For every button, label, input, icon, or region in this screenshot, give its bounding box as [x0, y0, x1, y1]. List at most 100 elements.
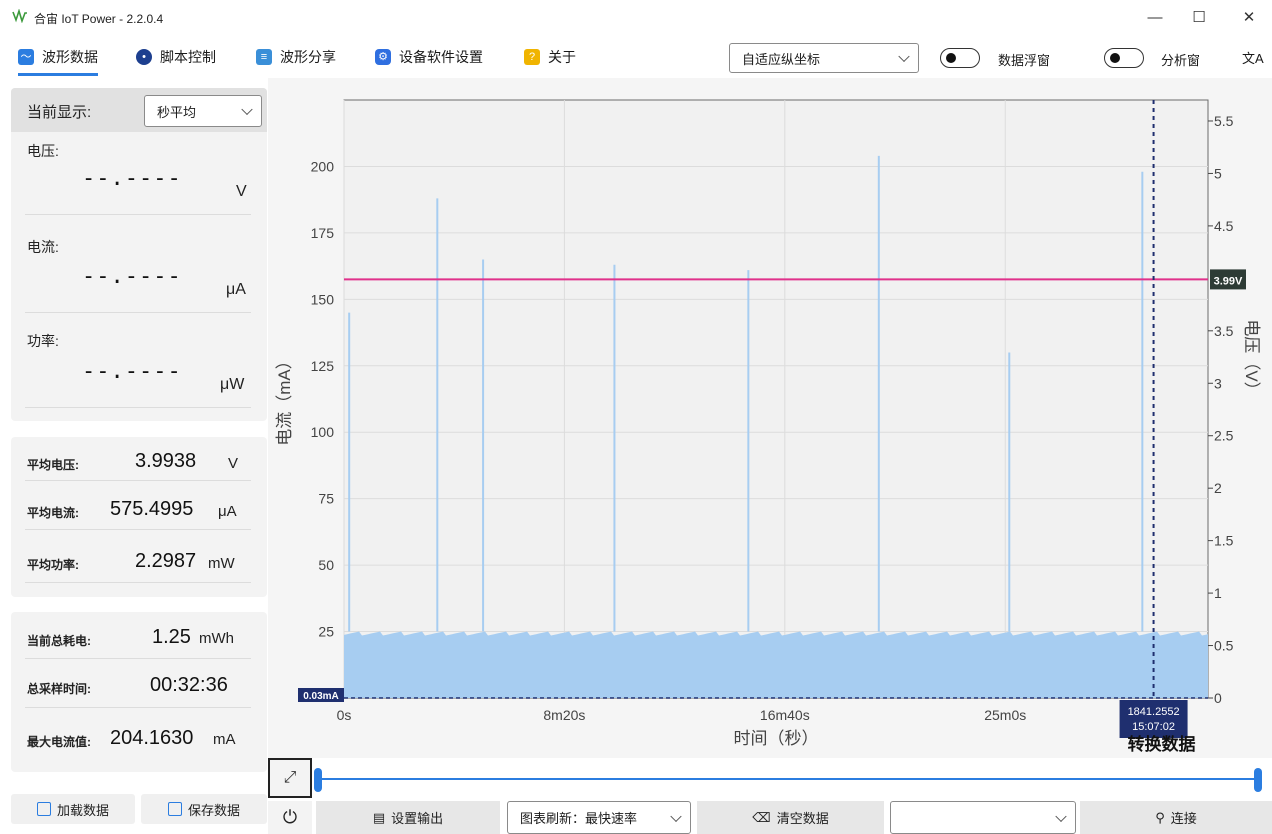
output-icon: ▤	[372, 809, 386, 825]
x-tick: 8m20s	[543, 707, 585, 723]
y-left-tick: 125	[311, 358, 335, 374]
close-button[interactable]: ✕	[1242, 9, 1256, 26]
tab-label: 设备软件设置	[399, 49, 483, 65]
set-output-label: 设置输出	[391, 811, 444, 826]
display-mode-select[interactable]: 秒平均	[144, 95, 262, 127]
y-right-tick: 2.5	[1214, 428, 1234, 444]
minimize-button[interactable]: —	[1147, 9, 1163, 26]
time-range-slider[interactable]	[318, 778, 1258, 780]
y-right-tick: 1	[1214, 585, 1222, 601]
y-right-tick: 0.5	[1214, 638, 1234, 654]
y-axis-mode-select[interactable]: 自适应纵坐标	[729, 43, 919, 73]
load-data-button[interactable]: 加载数据	[11, 794, 135, 824]
tab-about[interactable]: ? 关于	[524, 38, 576, 76]
slider-start-handle[interactable]	[314, 768, 322, 792]
main-toolbar: 〜 波形数据 • 脚本控制 ≡ 波形分享 ⚙ 设备软件设置 ? 关于 自适应纵坐…	[0, 38, 1272, 78]
load-data-label: 加载数据	[56, 802, 109, 818]
y-left-tick: 75	[318, 491, 334, 507]
y-right-tick: 5.5	[1214, 113, 1234, 129]
set-output-button[interactable]: ▤ 设置输出	[316, 801, 500, 834]
analysis-window-toggle[interactable]	[1104, 48, 1144, 68]
translate-icon[interactable]: 文A	[1242, 51, 1264, 66]
refresh-rate-select[interactable]: 图表刷新：最快速率	[507, 801, 691, 834]
chevron-down-icon	[898, 50, 910, 63]
y-left-tick: 150	[311, 291, 335, 307]
chevron-down-icon	[670, 810, 682, 822]
waveform-icon: 〜	[18, 49, 34, 65]
connect-button[interactable]: ⚲ 连接	[1080, 801, 1272, 834]
serial-port-select[interactable]	[890, 801, 1076, 834]
float-window-toggle[interactable]	[940, 48, 980, 68]
chevron-down-icon	[241, 103, 253, 116]
power-label: 功率:	[27, 333, 59, 349]
max-current-unit: mA	[213, 731, 236, 748]
y-axis-mode-value: 自适应纵坐标	[742, 51, 821, 67]
script-icon: •	[136, 49, 152, 65]
zoom-fit-button[interactable]: ⤢	[268, 758, 312, 798]
tab-script-control[interactable]: • 脚本控制	[136, 38, 216, 76]
current-display-label: 当前显示:	[27, 104, 92, 121]
y-left-tick: 50	[318, 557, 334, 573]
clear-data-label: 清空数据	[776, 811, 829, 826]
load-icon	[36, 802, 51, 816]
x-tick: 25m0s	[984, 707, 1026, 723]
total-time-label: 总采样时间:	[27, 682, 91, 696]
min-marker-label: 0.03mA	[303, 691, 339, 702]
refresh-rate-value: 图表刷新：最快速率	[520, 811, 638, 826]
avg-power-label: 平均功率:	[27, 558, 79, 572]
save-data-label: 保存数据	[187, 802, 240, 818]
divider	[25, 582, 251, 583]
slider-end-handle[interactable]	[1254, 768, 1262, 792]
max-current-value: 204.1630	[110, 727, 194, 749]
current-value: --.----	[82, 264, 182, 289]
divider	[25, 658, 251, 659]
chart-area[interactable]: 3.99V 1841.2552 15:07:02 转换数据 0.03mA 25 50 75 10…	[268, 78, 1272, 758]
max-current-label: 最大电流值:	[27, 735, 91, 749]
voltage-label: 电压:	[27, 143, 59, 159]
app-logo-icon	[12, 8, 28, 24]
clear-data-button[interactable]: ⌫ 清空数据	[697, 801, 884, 834]
current-area	[344, 631, 1208, 698]
x-axis-label: 时间（秒）	[734, 729, 819, 748]
divider	[25, 707, 251, 708]
cursor-clock: 15:07:02	[1132, 721, 1175, 733]
y-right-tick: 2	[1214, 480, 1222, 496]
y-left-tick: 200	[311, 158, 335, 174]
divider	[25, 529, 251, 530]
total-energy-value: 1.25	[152, 626, 191, 648]
avg-voltage-unit: V	[228, 455, 239, 472]
total-time-value: 00:32:36	[150, 674, 228, 696]
display-mode-value: 秒平均	[157, 104, 197, 120]
cursor-box	[1119, 700, 1188, 738]
avg-current-label: 平均电流:	[27, 506, 79, 520]
y-right-tick: 0	[1214, 690, 1222, 706]
avg-power-unit: mW	[208, 555, 235, 572]
plug-icon: ⚲	[1155, 809, 1165, 825]
power-button[interactable]: ⏻	[268, 801, 312, 834]
avg-power-value: 2.2987	[135, 550, 197, 572]
chevron-down-icon	[1055, 810, 1067, 822]
tab-device-settings[interactable]: ⚙ 设备软件设置	[375, 38, 483, 76]
y-right-tick: 3	[1214, 375, 1222, 391]
voltage-unit: V	[236, 183, 247, 200]
analysis-window-label: 分析窗	[1161, 53, 1201, 68]
averages-panel	[11, 437, 267, 597]
min-marker-box	[298, 688, 344, 702]
avg-current-unit: μA	[218, 503, 237, 520]
overlay-text: 转换数据	[1128, 734, 1196, 754]
current-label: 电流:	[27, 239, 59, 255]
tab-waveform-data[interactable]: 〜 波形数据	[18, 38, 98, 76]
maximize-button[interactable]: ☐	[1192, 9, 1206, 26]
save-data-button[interactable]: 保存数据	[141, 794, 267, 824]
avg-current-value: 575.4995	[110, 498, 194, 520]
waveform-chart[interactable]: 3.99V1841.255215:07:02转换数据0.03mA25507510…	[268, 78, 1272, 758]
connect-label: 连接	[1170, 811, 1197, 826]
tab-label: 脚本控制	[160, 49, 216, 65]
y-left-tick: 175	[311, 225, 335, 241]
share-icon: ≡	[256, 49, 272, 65]
y-right-tick: 4.5	[1214, 218, 1234, 234]
window-title: 合宙 IoT Power - 2.2.0.4	[34, 12, 164, 26]
y-right-tick: 3.5	[1214, 323, 1234, 339]
tab-waveform-share[interactable]: ≡ 波形分享	[256, 38, 336, 76]
